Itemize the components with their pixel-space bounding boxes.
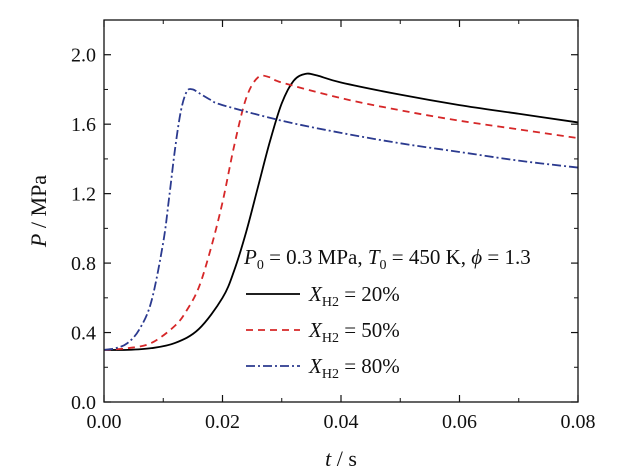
x-tick-label: 0.04 xyxy=(324,411,359,433)
y-tick-label: 0.8 xyxy=(71,253,96,275)
series-layer xyxy=(103,72,579,351)
x-tick-label: 0.06 xyxy=(442,411,477,433)
cond-t-value: = 450 K, xyxy=(387,245,472,269)
x-axis-symbol: t xyxy=(325,446,332,471)
y-tick-label: 1.2 xyxy=(71,184,96,206)
y-tick-label: 0.0 xyxy=(71,392,96,414)
cond-p-symbol: P xyxy=(243,245,257,269)
series-line-xh2-80 xyxy=(103,88,579,351)
cond-t-symbol: T xyxy=(368,245,381,269)
x-tick-label: 0.02 xyxy=(205,411,240,433)
conditions-annotation: P0 = 0.3 MPa, T0 = 450 K, ϕ = 1.3 xyxy=(243,245,531,273)
series-line-xh2-20 xyxy=(103,72,579,351)
cond-p-value: = 0.3 MPa, xyxy=(264,245,368,269)
plot-frame xyxy=(103,19,579,403)
y-axis-symbol: P xyxy=(26,234,51,248)
y-tick-label: 1.6 xyxy=(71,114,96,136)
legend-label-20: XH2 = 20% xyxy=(308,282,400,310)
series-line-xh2-50 xyxy=(103,74,579,351)
y-axis-unit: / MPa xyxy=(26,175,51,234)
x-tick-label: 0.00 xyxy=(87,411,122,433)
x-tick-label: 0.08 xyxy=(561,411,596,433)
cond-phi-symbol: ϕ xyxy=(471,245,482,269)
cond-p-sub: 0 xyxy=(257,258,264,273)
y-tick-label: 0.4 xyxy=(71,323,96,345)
x-axis-title: t / s xyxy=(325,446,357,471)
legend-label-80: XH2 = 80% xyxy=(308,354,400,382)
y-tick-label: 2.0 xyxy=(71,45,96,67)
legend: XH2 = 20% XH2 = 50% XH2 = 80% xyxy=(246,282,400,382)
legend-label-50: XH2 = 50% xyxy=(308,318,400,346)
x-axis-unit: / s xyxy=(331,446,357,471)
y-axis-title: P / MPa xyxy=(26,175,51,248)
cond-t-sub: 0 xyxy=(380,258,387,273)
cond-phi-value: = 1.3 xyxy=(482,245,531,269)
